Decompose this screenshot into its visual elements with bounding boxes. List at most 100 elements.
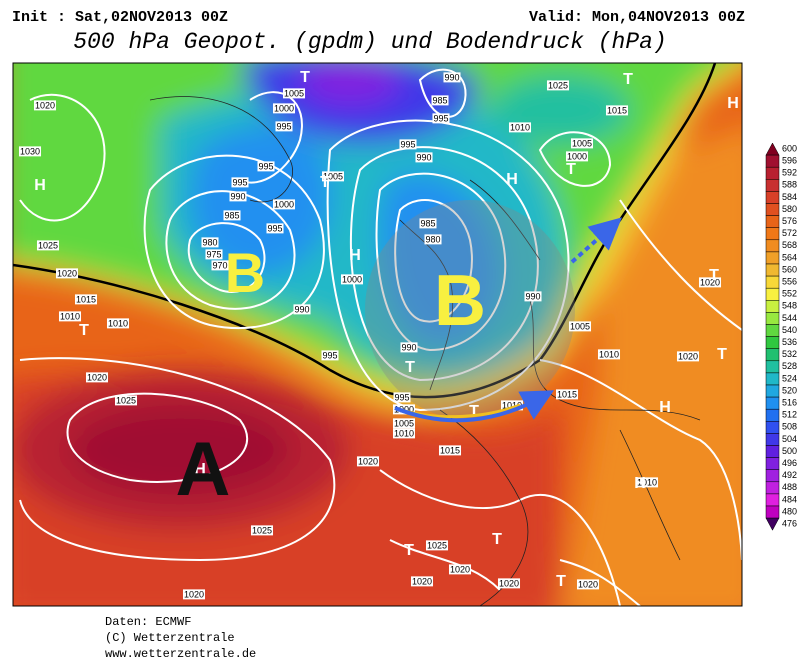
pressure-symbol: T [405, 359, 415, 376]
colorbar-swatch [765, 312, 780, 325]
pressure-symbol: T [469, 403, 479, 420]
footer-line: Daten: ECMWF [105, 615, 191, 629]
colorbar-swatch [765, 384, 780, 398]
colorbar-swatch [765, 154, 780, 168]
colorbar-swatch [765, 408, 780, 422]
isobar-label: 1010 [510, 122, 530, 132]
isobar-label-bg [272, 199, 296, 210]
colorbar-label: 588 [782, 180, 797, 190]
isobar-label-bg [211, 260, 229, 271]
colorbar-label: 524 [782, 373, 797, 383]
colorbar-swatch [765, 263, 780, 277]
isobar-label-bg [605, 105, 629, 116]
pressure-symbol: H [194, 461, 206, 478]
isobar-label: 1020 [700, 277, 720, 287]
isobar-label: 995 [322, 350, 337, 360]
isobar-label: 1000 [567, 151, 587, 161]
pressure-symbol: T [300, 69, 310, 86]
colorbar-swatch [765, 215, 780, 228]
isobar-label: 990 [444, 72, 459, 82]
isobar-label-bg [410, 576, 434, 587]
colorbar-label: 488 [782, 482, 797, 492]
low-center-label: B [225, 241, 265, 304]
low-center-label: B [434, 261, 486, 341]
isobar-label: 1020 [499, 578, 519, 588]
isobar-label: 990 [294, 304, 309, 314]
isobar-label: 1005 [284, 88, 304, 98]
pressure-symbol: T [79, 322, 89, 339]
colorbar-label: 592 [782, 168, 797, 178]
isobar-label: 1005 [572, 138, 592, 148]
isobar-label: 1020 [57, 268, 77, 278]
colorbar-swatch [765, 517, 780, 531]
isobar-label-bg [419, 218, 437, 229]
isobar-label-bg [424, 234, 442, 245]
isobar-label: 995 [433, 113, 448, 123]
colorbar-label: 516 [782, 398, 797, 408]
front-line [13, 63, 717, 399]
isobar-label: 1000 [274, 199, 294, 209]
isobar-label: 1015 [557, 389, 577, 399]
isobar-label: 985 [420, 218, 435, 228]
colorbar-label: 508 [782, 422, 797, 432]
isobar-label-bg [392, 418, 416, 429]
isobar-label-bg [400, 342, 418, 353]
isobar-label: 990 [401, 342, 416, 352]
colorbar-label: 540 [782, 325, 797, 335]
isobar-label-bg [272, 103, 296, 114]
isobar-label-bg [321, 171, 345, 182]
isobar-label-bg [597, 349, 621, 360]
colorbar-label: 500 [782, 446, 797, 456]
pressure-symbol: T [623, 71, 633, 88]
isobar-label: 1010 [599, 349, 619, 359]
isobar-label: 1000 [274, 103, 294, 113]
pressure-symbol: T [566, 161, 576, 178]
valid-time: Valid: Mon,04NOV2013 00Z [529, 9, 745, 26]
colorbar-label: 576 [782, 216, 797, 226]
colorbar-label: 504 [782, 434, 797, 444]
isobar-label: 1025 [38, 240, 58, 250]
isobar-label: 990 [230, 191, 245, 201]
isobar-label-bg [555, 389, 579, 400]
isobar-label-bg [356, 456, 380, 467]
isobar-label: 1020 [450, 564, 470, 574]
isobar-label-bg [340, 274, 364, 285]
isobar-label-bg [231, 177, 249, 188]
colorbar-label: 480 [782, 506, 797, 516]
isobar-label-bg [438, 445, 462, 456]
isobar-label: 1005 [394, 418, 414, 428]
pressure-symbol: H [634, 475, 646, 492]
map-frame [12, 62, 743, 607]
isobars [19, 68, 742, 606]
low-highlight [365, 200, 575, 420]
isobar-label: 1020 [358, 456, 378, 466]
colorbar-swatch [765, 287, 780, 301]
colorbar-label: 556 [782, 277, 797, 287]
isobar-label: 980 [202, 237, 217, 247]
isobar-label-bg [58, 311, 82, 322]
isobar-label-bg [565, 151, 589, 162]
isobar-label: 975 [206, 249, 221, 259]
isobar-label-bg [524, 291, 542, 302]
colorbar-swatch [765, 505, 780, 519]
isobar-label: 995 [267, 223, 282, 233]
colorbar-label: 596 [782, 156, 797, 166]
isobar-label: 990 [525, 291, 540, 301]
isobar-label: 1015 [76, 294, 96, 304]
pressure-symbol: T [492, 531, 502, 548]
isobar-label: 1010 [60, 311, 80, 321]
colorbar-swatch [765, 191, 780, 204]
isobar-label: 980 [425, 234, 440, 244]
colorbar: 600 596 592 588 584 580 576 572 568 564 560 556 552 5… [765, 142, 797, 531]
footer-line: www.wetterzentrale.de [105, 647, 256, 661]
isobar-label-bg [257, 161, 275, 172]
isobar-label-bg [55, 268, 79, 279]
colorbar-label: 544 [782, 313, 797, 323]
colorbar-swatch [765, 481, 780, 495]
isobar-label-bg [393, 392, 411, 403]
colorbar-swatch [765, 251, 780, 265]
isobar-label: 995 [276, 121, 291, 131]
isobar-label: 1010 [502, 400, 522, 410]
colorbar-label: 548 [782, 301, 797, 311]
